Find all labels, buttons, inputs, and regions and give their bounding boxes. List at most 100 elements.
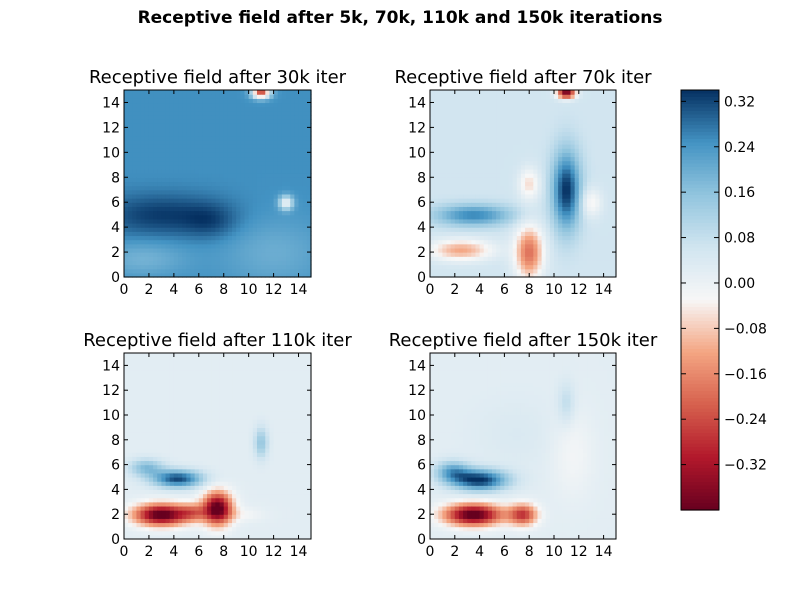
heatmap-cell: [140, 214, 146, 220]
heatmap-cell: [574, 148, 580, 153]
heatmap-cell: [190, 427, 196, 433]
heatmap-cell: [541, 198, 547, 203]
heatmap-cell: [178, 152, 183, 158]
heatmap-cell: [136, 464, 142, 470]
heatmap-cell: [215, 235, 221, 241]
heatmap-cell: [227, 131, 233, 137]
heatmap-cell: [483, 206, 489, 212]
heatmap-cell: [219, 189, 225, 195]
heatmap-cell: [454, 164, 460, 170]
heatmap-cell: [173, 119, 179, 124]
heatmap-cell: [558, 135, 563, 141]
heatmap-cell: [182, 431, 187, 437]
heatmap-cell: [248, 264, 254, 270]
heatmap-cell: [256, 231, 262, 237]
heatmap-cell: [537, 193, 543, 199]
heatmap-cell: [277, 260, 283, 266]
heatmap-cell: [153, 139, 158, 145]
heatmap-cell: [479, 160, 485, 166]
heatmap-cell: [512, 193, 518, 199]
heatmap-cell: [525, 160, 530, 166]
heatmap-cell: [157, 485, 162, 490]
heatmap-cell: [132, 489, 138, 495]
heatmap-cell: [153, 235, 158, 241]
heatmap-cell: [261, 94, 266, 99]
heatmap-cell: [286, 218, 291, 224]
heatmap-cell: [124, 135, 129, 141]
heatmap-cell: [434, 131, 439, 137]
heatmap-cell: [479, 193, 485, 199]
heatmap-cell: [265, 218, 271, 224]
heatmap-cell: [202, 202, 208, 207]
heatmap-cell: [194, 489, 200, 495]
heatmap-cell: [566, 173, 572, 178]
heatmap-cell: [306, 168, 312, 174]
heatmap-cell: [471, 227, 477, 232]
heatmap-cell: [178, 443, 183, 449]
heatmap-cell: [186, 198, 192, 203]
heatmap-cell: [161, 419, 167, 424]
heatmap-cell: [173, 90, 179, 95]
heatmap-cell: [128, 526, 133, 532]
heatmap-cell: [186, 534, 192, 540]
heatmap-cell: [438, 214, 443, 220]
heatmap-cell: [140, 377, 146, 383]
heatmap-cell: [471, 139, 477, 145]
heatmap-cell: [562, 185, 567, 191]
heatmap-cell: [286, 102, 291, 108]
heatmap-cell: [148, 264, 154, 270]
heatmap-cell: [144, 222, 150, 228]
heatmap-cell: [587, 218, 592, 224]
heatmap-cell: [595, 131, 601, 137]
heatmap-cell: [475, 193, 481, 199]
heatmap-cell: [186, 353, 192, 358]
heatmap-cell: [541, 102, 547, 108]
heatmap-cell: [273, 272, 279, 278]
heatmap-cell: [190, 256, 196, 261]
heatmap-cell: [161, 530, 167, 536]
heatmap-cell: [165, 534, 171, 540]
heatmap-cell: [587, 119, 592, 124]
heatmap-cell: [504, 198, 510, 203]
heatmap-cell: [595, 222, 601, 228]
heatmap-cell: [244, 106, 250, 112]
heatmap-cell: [144, 243, 150, 249]
heatmap-cell: [281, 177, 287, 183]
heatmap-cell: [157, 243, 162, 249]
heatmap-cell: [240, 252, 246, 257]
heatmap-cell: [599, 123, 605, 128]
heatmap-cell: [165, 497, 171, 503]
heatmap-cell: [504, 168, 510, 174]
heatmap-cell: [148, 168, 154, 174]
heatmap-cell: [578, 156, 584, 162]
heatmap-cell: [240, 222, 246, 228]
heatmap-cell: [450, 98, 456, 104]
heatmap-cell: [194, 247, 200, 253]
heatmap-cell: [186, 181, 192, 187]
heatmap-cell: [496, 260, 501, 266]
heatmap-cell: [508, 198, 514, 203]
heatmap-cell: [294, 168, 300, 174]
y-tick-label: 8: [417, 170, 426, 186]
heatmap-cell: [178, 193, 183, 199]
heatmap-cell: [298, 102, 304, 108]
heatmap-cell: [611, 177, 617, 183]
heatmap-cell: [306, 102, 312, 108]
heatmap-cell: [298, 110, 304, 116]
heatmap-cell: [194, 431, 200, 437]
heatmap-cell: [132, 106, 138, 112]
heatmap-cell: [169, 522, 175, 528]
heatmap-cell: [211, 268, 217, 274]
heatmap-cell: [454, 218, 460, 224]
heatmap-cell: [306, 135, 312, 141]
heatmap-cell: [458, 173, 464, 178]
heatmap-cell: [286, 127, 291, 133]
heatmap-cell: [582, 160, 588, 166]
heatmap-cell: [587, 144, 592, 149]
heatmap-cell: [178, 239, 183, 245]
heatmap-cell: [132, 260, 138, 266]
heatmap-cell: [467, 152, 472, 158]
heatmap-cell: [500, 90, 505, 95]
heatmap-cell: [153, 435, 158, 441]
heatmap-cell: [207, 164, 212, 170]
